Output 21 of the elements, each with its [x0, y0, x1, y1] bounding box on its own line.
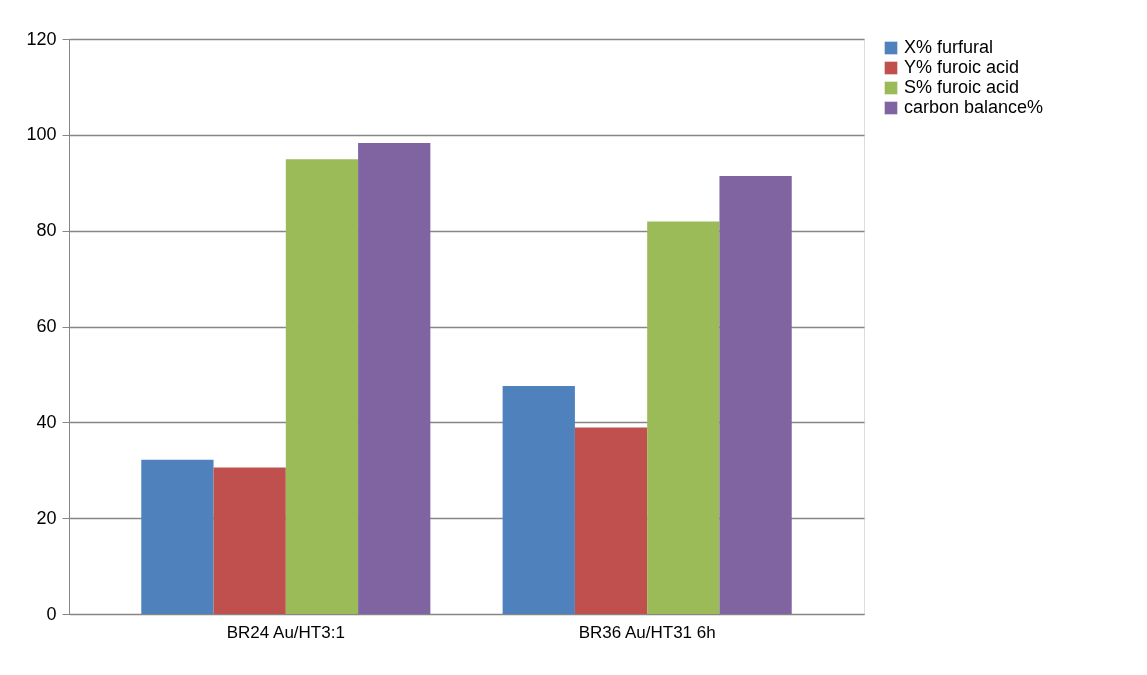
legend-label: Y% furoic acid	[904, 57, 1020, 77]
legend-label: S% furoic acid	[904, 77, 1020, 97]
y-tick-label: 40	[36, 411, 57, 432]
bar	[502, 385, 575, 614]
bar	[213, 467, 286, 614]
legend-label: X% furfural	[904, 37, 994, 57]
x-tick-label: BR24 Au/HT3:1	[226, 622, 345, 642]
x-tick-label: BR36 Au/HT31 6h	[578, 622, 716, 642]
y-tick-label: 100	[26, 124, 57, 145]
bar	[141, 459, 214, 614]
bar	[719, 176, 792, 614]
bar	[647, 221, 720, 614]
y-tick-label: 20	[36, 507, 57, 528]
bar	[358, 142, 431, 614]
bar	[574, 427, 648, 614]
y-tick-label: 60	[36, 316, 57, 336]
y-tick-label: 80	[36, 220, 57, 241]
bar	[285, 159, 359, 614]
y-tick-label: 120	[26, 28, 57, 49]
y-tick-label: 0	[46, 603, 57, 624]
legend-label: carbon balance%	[904, 97, 1044, 117]
